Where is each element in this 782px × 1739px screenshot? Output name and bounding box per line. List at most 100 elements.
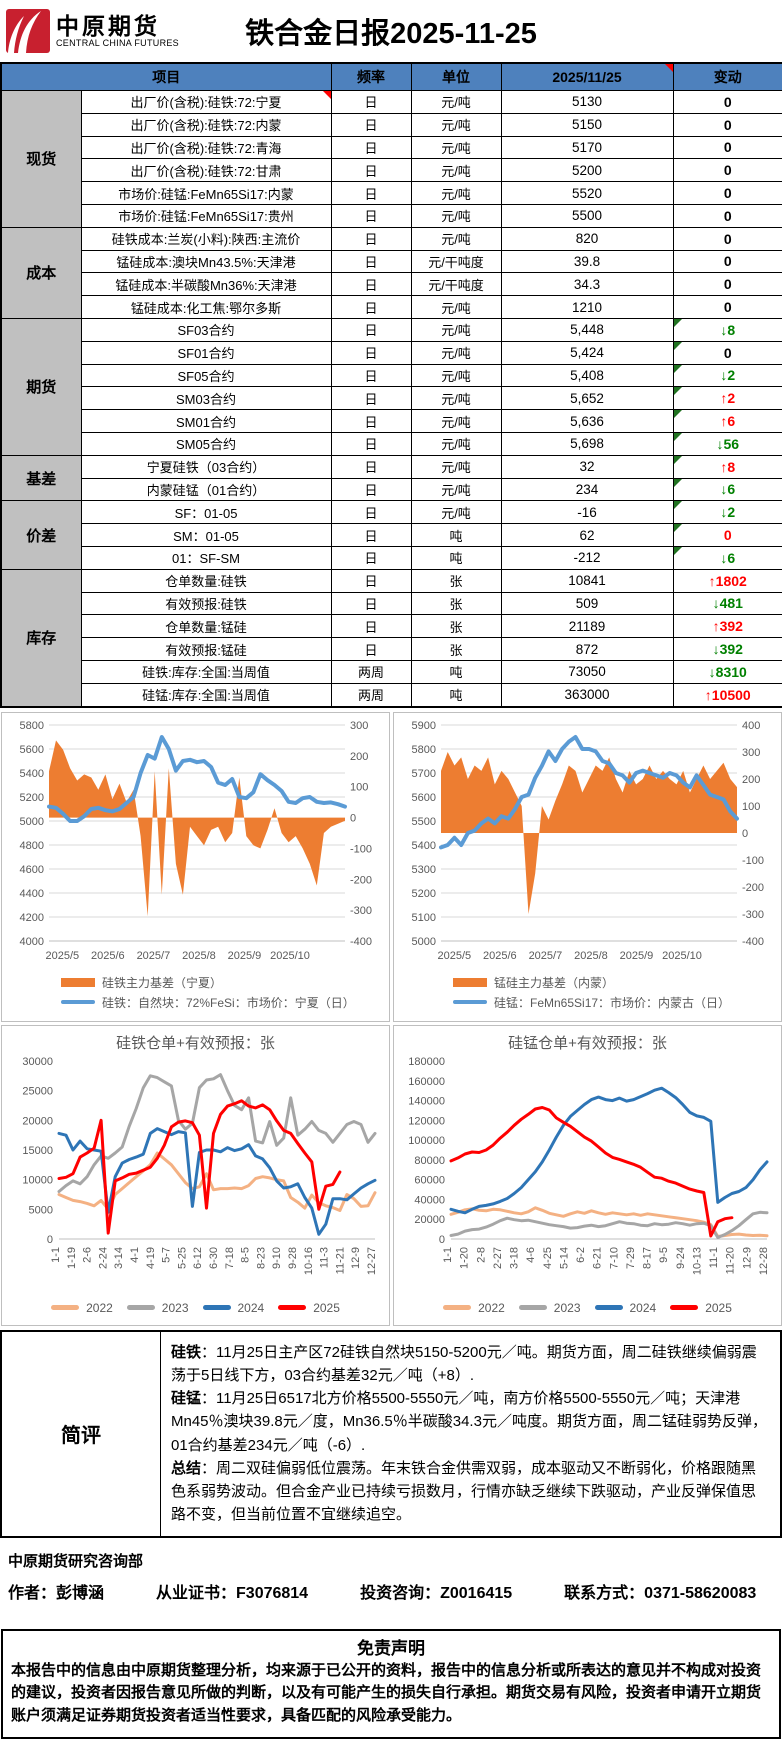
comment-label: 简评 bbox=[2, 1331, 161, 1536]
value: 5,448 bbox=[500, 317, 674, 342]
svg-text:2-6: 2-6 bbox=[82, 1247, 94, 1263]
unit: 元/吨 bbox=[410, 181, 502, 205]
svg-text:2-24: 2-24 bbox=[97, 1247, 109, 1269]
svg-text:2025/8: 2025/8 bbox=[182, 950, 216, 962]
unit: 元/干吨度 bbox=[410, 272, 502, 297]
legend-label: 2022 bbox=[478, 1300, 505, 1315]
change-value: ↑8 bbox=[672, 454, 782, 479]
value: 234 bbox=[500, 477, 674, 502]
svg-text:3-18: 3-18 bbox=[509, 1247, 521, 1269]
chart-sf-basis-panel: 4000 4200 4400 4600 4800 5000 5200 5400 5600 5800… bbox=[1, 711, 390, 1022]
frequency: 日 bbox=[330, 545, 412, 570]
legend-label: 2023 bbox=[161, 1300, 189, 1315]
svg-text:4-6: 4-6 bbox=[525, 1247, 537, 1263]
item-name: 硅铁:库存:全国:当周值 bbox=[80, 659, 332, 684]
svg-text:-300: -300 bbox=[742, 909, 764, 921]
table-row: 锰硅成本:化工焦:鄂尔多斯日元/吨 1210 0 bbox=[1, 295, 782, 319]
sm-basis-chart: 5000 5100 5200 5300 5400 5500 5600 5700 5800 5900… bbox=[412, 720, 765, 962]
col-header-change: 变动 bbox=[672, 62, 782, 91]
legend-item: 锰硅主力基差（内蒙） bbox=[453, 974, 780, 991]
comment-paragraph: 总结：周二双硅偏弱低位震荡。年末铁合金供需双弱，成本驱动又不断弱化，价格跟随黑色… bbox=[171, 1459, 757, 1524]
comment-paragraph-label: 硅锰 bbox=[171, 1390, 202, 1408]
disclaimer-body: 本报告中的信息由中原期货整理分析，均来源于已公开的资料，报告中的信息分析或所表达… bbox=[11, 1661, 762, 1724]
svg-text:9-24: 9-24 bbox=[675, 1247, 687, 1269]
frequency: 日 bbox=[330, 614, 412, 639]
svg-text:25000: 25000 bbox=[22, 1085, 53, 1097]
svg-text:-100: -100 bbox=[742, 855, 764, 867]
svg-text:0: 0 bbox=[439, 1234, 445, 1246]
legend-swatch bbox=[453, 1000, 487, 1005]
svg-text:30000: 30000 bbox=[22, 1056, 53, 1068]
legend-label: 2023 bbox=[553, 1300, 581, 1315]
frequency: 日 bbox=[330, 523, 412, 547]
table-row: 锰硅成本:半碳酸Mn36%:天津港日元/干吨度 34.3 0 bbox=[1, 272, 782, 297]
legend-item: 2022 bbox=[51, 1301, 113, 1315]
svg-text:8-5: 8-5 bbox=[240, 1247, 252, 1263]
frequency: 日 bbox=[330, 295, 412, 319]
change-value: 0 bbox=[672, 249, 782, 274]
legend-item: 2025 bbox=[670, 1301, 732, 1315]
table-row: 硅铁:库存:全国:当周值 两周吨 73050 ↓8310 bbox=[1, 659, 782, 684]
value: 32 bbox=[500, 454, 674, 479]
item-name: 有效预报:硅铁 bbox=[80, 591, 332, 616]
frequency: 日 bbox=[330, 500, 412, 525]
change-up: ↑392 bbox=[712, 618, 743, 635]
svg-text:0: 0 bbox=[742, 828, 748, 840]
svg-text:6-30: 6-30 bbox=[208, 1247, 220, 1269]
item-name: 硅锰:库存:全国:当周值 bbox=[80, 682, 332, 708]
svg-text:20000: 20000 bbox=[22, 1115, 53, 1127]
change-value: ↑392 bbox=[672, 614, 782, 639]
frequency: 两周 bbox=[330, 682, 412, 708]
legend-swatch bbox=[670, 1305, 699, 1311]
item-name: 仓单数量:硅铁 bbox=[80, 568, 332, 593]
change-up: ↑6 bbox=[720, 413, 736, 430]
value: -212 bbox=[500, 545, 674, 570]
legend-swatch bbox=[594, 1305, 623, 1311]
svg-text:180000: 180000 bbox=[408, 1056, 445, 1068]
legend-label: 硅铁主力基差（宁夏） bbox=[102, 975, 223, 990]
svg-text:12-27: 12-27 bbox=[366, 1247, 378, 1275]
change-value: 0 bbox=[672, 135, 782, 160]
frequency: 两周 bbox=[330, 659, 412, 684]
col-header-item: 项目 bbox=[0, 62, 332, 91]
svg-text:4-25: 4-25 bbox=[542, 1247, 554, 1269]
svg-text:7-29: 7-29 bbox=[625, 1247, 637, 1269]
change-flat: 0 bbox=[723, 185, 732, 202]
svg-text:5200: 5200 bbox=[20, 792, 44, 804]
unit: 元/吨 bbox=[410, 500, 502, 525]
frequency: 日 bbox=[330, 135, 412, 160]
svg-text:2025/5: 2025/5 bbox=[45, 950, 79, 962]
legend-swatch bbox=[202, 1305, 231, 1311]
frequency: 日 bbox=[330, 409, 412, 433]
svg-text:2025/9: 2025/9 bbox=[620, 950, 654, 962]
change-value: ↑10500 bbox=[672, 682, 782, 708]
svg-text:5800: 5800 bbox=[412, 744, 436, 756]
legend-item: 硅锰：FeMn65Si17：市场价：内蒙古（日） bbox=[453, 994, 780, 1011]
unit: 元/吨 bbox=[410, 477, 502, 502]
change-value: ↑1802 bbox=[672, 568, 782, 593]
legend-label: 锰硅主力基差（内蒙） bbox=[494, 975, 615, 990]
svg-text:11-21: 11-21 bbox=[334, 1247, 346, 1274]
value: 820 bbox=[500, 226, 674, 251]
table-row: 出厂价(含税):硅铁:72:内蒙日元/吨 5150 0 bbox=[1, 112, 782, 137]
change-value: ↓481 bbox=[672, 591, 782, 616]
logo-icon bbox=[6, 9, 50, 53]
col-header-date: 2025/11/25 bbox=[500, 62, 674, 91]
value: 73050 bbox=[500, 659, 674, 684]
change-value: ↓2 bbox=[672, 363, 782, 388]
svg-text:11-1: 11-1 bbox=[708, 1247, 720, 1268]
svg-text:2025/9: 2025/9 bbox=[228, 950, 262, 962]
unit: 元/吨 bbox=[410, 454, 502, 479]
frequency: 日 bbox=[330, 386, 412, 411]
change-value: 0 bbox=[672, 226, 782, 251]
change-down: ↓8310 bbox=[708, 663, 747, 680]
legend-item: 2024 bbox=[594, 1301, 656, 1315]
chart-sf-warrants-panel: 硅铁仓单+有效预报：张 0 5000 10000 15000 20000 25000 300… bbox=[1, 1024, 390, 1326]
charts-grid: 4000 4200 4400 4600 4800 5000 5200 5400 5600 5800… bbox=[0, 707, 782, 1329]
unit: 吨 bbox=[410, 659, 502, 684]
frequency: 日 bbox=[330, 477, 412, 502]
contact-phone: 联系方式：0371-58620083 bbox=[564, 1584, 757, 1602]
change-flat: 0 bbox=[723, 162, 732, 179]
svg-text:5800: 5800 bbox=[20, 720, 44, 732]
